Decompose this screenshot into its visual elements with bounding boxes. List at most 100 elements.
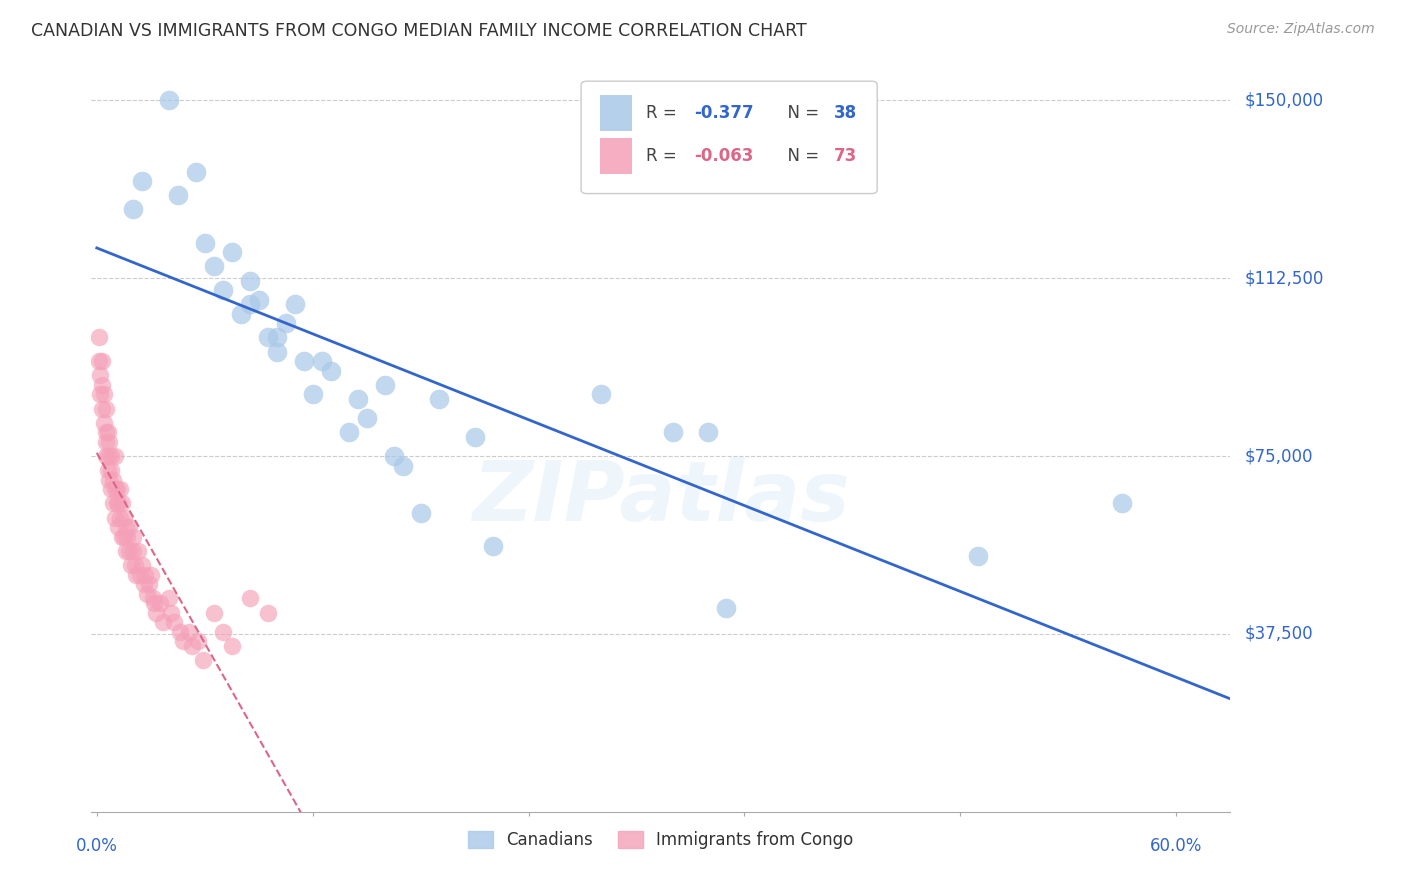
Point — [374, 378, 396, 392]
Point — [101, 496, 124, 510]
Text: $150,000: $150,000 — [1244, 91, 1323, 110]
Point — [108, 482, 131, 496]
Point — [98, 473, 121, 487]
Point — [105, 496, 128, 510]
Point — [121, 530, 143, 544]
Point — [91, 401, 114, 416]
Point — [382, 449, 405, 463]
Point — [111, 530, 134, 544]
Text: R =: R = — [645, 104, 682, 122]
Point — [139, 567, 162, 582]
Point — [172, 634, 194, 648]
Point — [93, 387, 115, 401]
Point — [661, 425, 683, 440]
Point — [132, 577, 155, 591]
FancyBboxPatch shape — [581, 81, 877, 194]
Point — [159, 606, 181, 620]
Point — [131, 174, 153, 188]
Point — [142, 591, 165, 606]
Point — [221, 245, 243, 260]
Point — [239, 297, 262, 311]
Point — [91, 354, 114, 368]
Text: ZIPatlas: ZIPatlas — [472, 457, 849, 538]
Point — [145, 606, 167, 620]
Point — [143, 596, 166, 610]
Point — [481, 539, 503, 553]
Point — [138, 577, 160, 591]
Point — [1111, 496, 1133, 510]
Point — [697, 425, 720, 440]
Point — [589, 387, 612, 401]
Point — [120, 558, 142, 573]
Point — [108, 510, 131, 524]
Point — [104, 482, 127, 496]
Point — [117, 530, 139, 544]
Point — [136, 586, 159, 600]
Point — [131, 558, 153, 573]
Text: 38: 38 — [834, 104, 858, 122]
Point — [129, 567, 152, 582]
Point — [114, 544, 136, 558]
Text: $37,500: $37,500 — [1244, 625, 1313, 643]
Point — [391, 458, 413, 473]
Point — [118, 544, 141, 558]
Point — [98, 434, 121, 449]
Text: Source: ZipAtlas.com: Source: ZipAtlas.com — [1227, 22, 1375, 37]
Point — [100, 449, 122, 463]
Point — [112, 510, 135, 524]
Point — [427, 392, 450, 406]
Point — [87, 330, 110, 344]
Text: 0.0%: 0.0% — [76, 837, 118, 855]
Point — [202, 260, 225, 274]
Point — [157, 591, 180, 606]
Point — [94, 434, 117, 449]
Point — [163, 615, 186, 629]
Legend: Canadians, Immigrants from Congo: Canadians, Immigrants from Congo — [461, 824, 860, 855]
Point — [125, 567, 148, 582]
Point — [100, 482, 122, 496]
Point — [100, 463, 122, 477]
Point — [87, 354, 110, 368]
Point — [94, 449, 117, 463]
Point — [181, 639, 204, 653]
Point — [127, 544, 149, 558]
Point — [177, 624, 200, 639]
Point — [114, 520, 136, 534]
Point — [211, 624, 233, 639]
Text: -0.377: -0.377 — [693, 104, 754, 122]
Text: -0.063: -0.063 — [693, 147, 754, 165]
Point — [107, 496, 129, 510]
Point — [124, 558, 146, 573]
Point — [91, 378, 114, 392]
Text: R =: R = — [645, 147, 682, 165]
Point — [967, 549, 990, 563]
Point — [266, 330, 288, 344]
Text: $112,500: $112,500 — [1244, 269, 1323, 287]
Point — [105, 482, 128, 496]
Point — [256, 606, 278, 620]
Point — [89, 368, 111, 383]
Point — [239, 591, 262, 606]
Point — [211, 283, 233, 297]
Point — [152, 615, 174, 629]
Point — [274, 316, 297, 330]
Point — [157, 94, 180, 108]
Point — [101, 473, 124, 487]
Point — [202, 606, 225, 620]
Point — [93, 416, 115, 430]
Point — [464, 430, 486, 444]
Point — [94, 401, 117, 416]
Point — [104, 510, 127, 524]
Point — [134, 567, 156, 582]
Point — [107, 520, 129, 534]
Point — [319, 364, 342, 378]
Point — [256, 330, 278, 344]
Point — [104, 449, 127, 463]
Point — [409, 506, 432, 520]
Text: N =: N = — [778, 147, 824, 165]
Point — [149, 596, 172, 610]
Point — [266, 344, 288, 359]
Point — [194, 235, 217, 250]
Text: $75,000: $75,000 — [1244, 447, 1313, 465]
FancyBboxPatch shape — [600, 138, 633, 174]
